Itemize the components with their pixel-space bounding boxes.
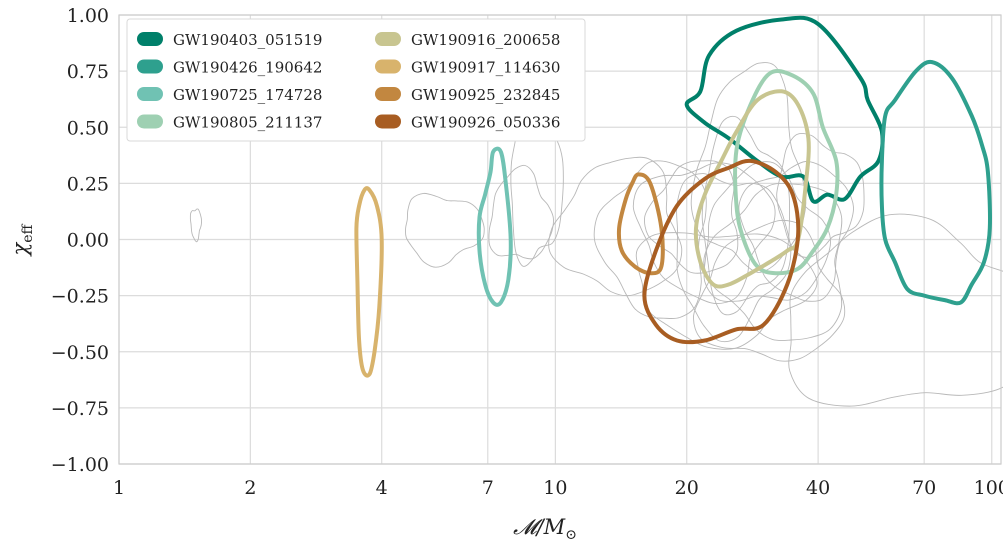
- y-tick-label: 0.25: [67, 173, 109, 195]
- legend-label: GW190426_190642: [173, 59, 322, 77]
- legend: GW190403_051519 GW190426_190642 GW190725_1…: [126, 18, 586, 142]
- background-contour: [632, 162, 776, 304]
- y-tick-label: 0.00: [67, 230, 109, 252]
- background-contour: [405, 192, 485, 268]
- background-contour: [703, 182, 843, 341]
- legend-box: [126, 18, 586, 142]
- legend-label: GW190403_051519: [173, 31, 322, 49]
- x-tick-label: 7: [482, 477, 494, 499]
- background-contour: [738, 161, 854, 302]
- background-contours: [189, 62, 1003, 407]
- legend-swatch: [137, 32, 163, 46]
- background-contour: [701, 115, 791, 316]
- background-contour: [693, 219, 846, 362]
- y-tick-label: −0.25: [51, 286, 109, 308]
- background-contour: [776, 132, 865, 258]
- x-tick-label: 4: [376, 477, 388, 499]
- y-tick-labels: 1.00 0.75 0.50 0.25 0.00 −0.25 −0.50 −0.75 −1.00: [51, 5, 109, 476]
- background-contour: [635, 232, 818, 350]
- background-contour: [703, 161, 832, 302]
- x-tick-label: 40: [806, 477, 830, 499]
- legend-label: GW190916_200658: [411, 31, 560, 49]
- y-tick-label: 1.00: [67, 5, 109, 27]
- y-tick-label: 0.75: [67, 61, 109, 83]
- background-contour: [788, 213, 1003, 407]
- contour-GW190805_211137: [733, 69, 840, 276]
- legend-swatch: [137, 87, 163, 101]
- x-tick-label: 10: [543, 477, 567, 499]
- contour-GW190916_200658: [693, 89, 811, 289]
- legend-swatch: [375, 87, 401, 101]
- background-contour: [593, 160, 707, 320]
- x-tick-label: 70: [912, 477, 936, 499]
- background-contour: [488, 164, 554, 260]
- contour-GW190926_050336: [642, 158, 801, 345]
- legend-label: GW190925_232845: [411, 86, 560, 104]
- x-tick-label: 2: [244, 477, 256, 499]
- contour-GW190426_190642: [879, 59, 992, 306]
- x-tick-labels: 1 2 4 7 10 20 40 70 100: [113, 477, 1003, 499]
- contour-GW190917_114630: [354, 186, 384, 378]
- plot-frame: [118, 14, 1002, 465]
- legend-swatch: [375, 114, 401, 129]
- x-tick-label: 20: [675, 477, 699, 499]
- background-contour: [189, 208, 202, 243]
- contour-GW190925_232845: [616, 172, 665, 276]
- y-tick-label: 0.50: [67, 117, 109, 139]
- legend-label: GW190725_174728: [173, 86, 322, 104]
- contour-GW190725_174728: [476, 146, 513, 307]
- background-contour: [676, 173, 792, 343]
- y-tick-label: −0.75: [51, 398, 109, 420]
- x-tick-label: 1: [113, 477, 125, 499]
- legend-swatch: [137, 114, 163, 129]
- y-tick-label: −1.00: [51, 454, 109, 476]
- y-tick-label: −0.50: [51, 342, 109, 364]
- x-tick-label: 100: [974, 477, 1003, 499]
- legend-swatch: [375, 32, 401, 46]
- x-axis-title: 𝓜/M⊙: [513, 515, 577, 542]
- legend-swatch: [375, 59, 401, 74]
- legend-label: GW190926_050336: [411, 114, 560, 132]
- y-axis-title: χeff: [8, 223, 36, 257]
- legend-label: GW190917_114630: [411, 59, 560, 77]
- legend-label: GW190805_211137: [173, 114, 322, 132]
- legend-swatch: [137, 59, 163, 74]
- series-contours: [354, 15, 992, 378]
